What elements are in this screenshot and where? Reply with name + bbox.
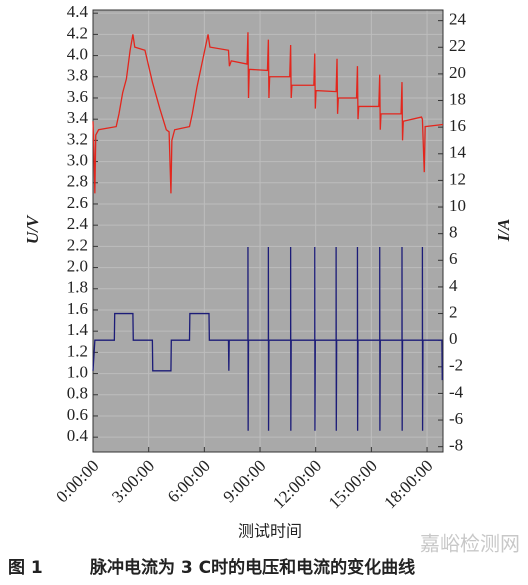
y2-tick-label: 0 [449, 329, 458, 348]
y-tick-label: 0.4 [67, 426, 89, 445]
y-tick-label: 0.6 [67, 405, 88, 424]
y2-tick-label: 8 [449, 223, 458, 242]
plot-frame [92, 9, 444, 453]
x-tick-label: 15:00:00 [325, 456, 381, 512]
y2-tick-label: -2 [449, 356, 463, 375]
y-tick-label: 4.4 [67, 2, 89, 21]
x-axis-label: 测试时间 [238, 522, 302, 541]
y-tick-label: 2.2 [67, 235, 88, 254]
y2-tick-label: 2 [449, 302, 458, 321]
x-tick-label: 9:00:00 [219, 456, 269, 506]
y-tick-label: 4.0 [67, 44, 88, 63]
y2-tick-label: 16 [449, 116, 466, 135]
y-tick-label: 3.6 [67, 87, 88, 106]
y-tick-label: 2.8 [67, 172, 88, 191]
y2-axis-label: I/A [494, 219, 513, 243]
x-tick-label: 18:00:00 [380, 456, 436, 512]
y2-tick-label: 6 [449, 249, 458, 268]
y2-tick-label: 18 [449, 89, 466, 108]
y-tick-label: 1.6 [67, 299, 88, 318]
y-tick-label: 4.2 [67, 23, 88, 42]
figure-label: 图 1 [8, 558, 43, 578]
y2-tick-label: 24 [449, 10, 467, 29]
y2-tick-label: 20 [449, 63, 466, 82]
y2-tick-label: -6 [449, 409, 463, 428]
y2-tick-label: 22 [449, 36, 466, 55]
caption: 脉冲电流为 3 C时的电压和电流的变化曲线 [89, 557, 415, 578]
y-tick-label: 3.0 [67, 150, 88, 169]
y-tick-label: 0.8 [67, 384, 88, 403]
y-tick-label: 1.2 [67, 341, 88, 360]
y-tick-label: 3.8 [67, 66, 88, 85]
x-tick-label: 3:00:00 [108, 456, 158, 506]
y-tick-label: 1.4 [67, 320, 89, 339]
y2-tick-label: 14 [449, 143, 467, 162]
y-tick-label: 1.0 [67, 362, 88, 381]
series-line [92, 246, 443, 431]
x-tick-label: 0:00:00 [52, 456, 102, 506]
watermark: 嘉峪检测网 [420, 532, 520, 556]
y-tick-label: 3.4 [67, 108, 89, 127]
y-tick-label: 2.6 [67, 193, 88, 212]
y2-tick-label: 12 [449, 169, 466, 188]
y-tick-label: 2.4 [67, 214, 89, 233]
y2-tick-label: 4 [449, 276, 458, 295]
y-tick-label: 2.0 [67, 256, 88, 275]
y-axis-label: U/V [23, 214, 42, 244]
y2-tick-label: 10 [449, 196, 466, 215]
y-tick-label: 3.2 [67, 129, 88, 148]
y-tick-label: 1.8 [67, 278, 88, 297]
x-tick-label: 6:00:00 [164, 456, 214, 506]
y2-tick-label: -8 [449, 436, 463, 455]
x-tick-label: 12:00:00 [269, 456, 325, 512]
y2-tick-label: -4 [449, 382, 464, 401]
series-line [92, 32, 444, 194]
